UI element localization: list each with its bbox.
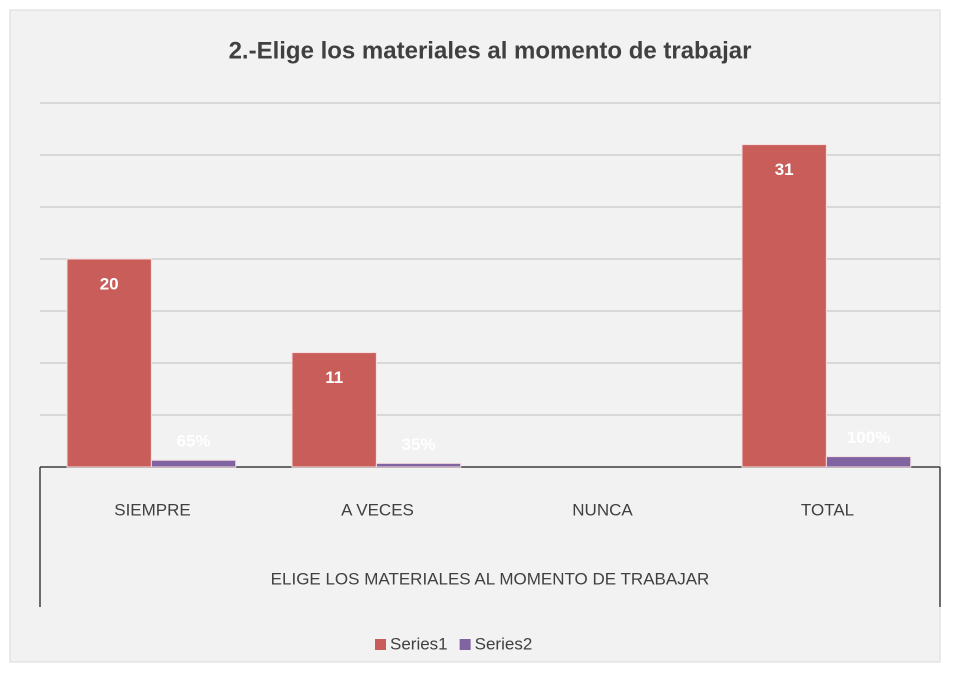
- x-tick-label: TOTAL: [801, 500, 854, 519]
- x-axis-title: ELIGE LOS MATERIALES AL MOMENTO DE TRABA…: [271, 569, 710, 588]
- bar: [741, 144, 827, 468]
- legend-label: Series2: [475, 634, 533, 653]
- chart-title: 2.-Elige los materiales al momento de tr…: [229, 37, 752, 64]
- bar: [66, 258, 152, 468]
- x-tick-label: A VECES: [341, 500, 414, 519]
- data-label: 20: [100, 274, 119, 293]
- x-tick-label: NUNCA: [572, 500, 633, 519]
- legend-swatch: [375, 639, 386, 650]
- data-label: 31: [775, 160, 794, 179]
- data-label: 35%: [402, 435, 436, 454]
- legend-label: Series1: [390, 634, 448, 653]
- bar: [291, 352, 377, 468]
- bar: [825, 456, 912, 468]
- x-tick-label: SIEMPRE: [114, 500, 191, 519]
- data-label: 11: [325, 368, 343, 387]
- data-label: 65%: [177, 432, 211, 451]
- data-label: 100%: [847, 428, 890, 447]
- bar: [150, 459, 237, 468]
- bar: [375, 462, 462, 468]
- legend-swatch: [459, 639, 471, 650]
